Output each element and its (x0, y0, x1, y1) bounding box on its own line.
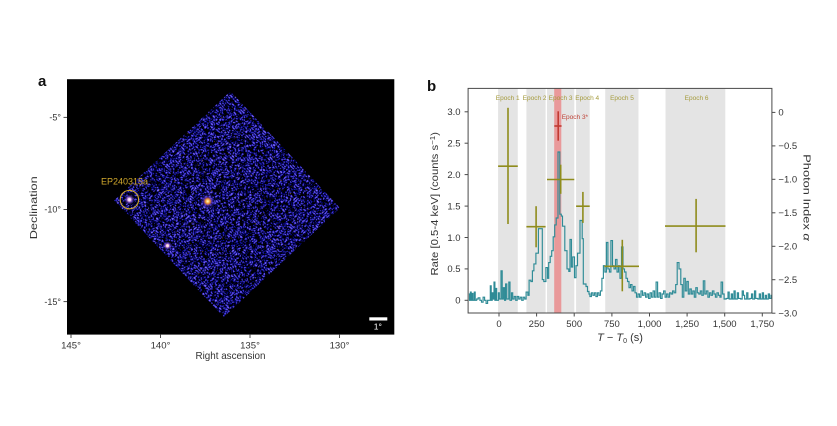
svg-text:Epoch 5: Epoch 5 (610, 95, 634, 102)
svg-text:−3.0: −3.0 (778, 309, 797, 320)
svg-text:Declination: Declination (28, 176, 40, 239)
svg-text:−2.5: −2.5 (778, 275, 797, 286)
svg-text:−2.0: −2.0 (778, 242, 797, 253)
svg-text:-5°: -5° (49, 113, 61, 123)
svg-text:Photon Index α: Photon Index α (801, 154, 812, 241)
svg-text:Epoch 3*: Epoch 3* (562, 114, 589, 121)
svg-text:0: 0 (496, 319, 501, 330)
svg-text:140°: 140° (151, 341, 171, 352)
svg-text:3.0: 3.0 (447, 107, 460, 118)
svg-text:1,750: 1,750 (750, 319, 774, 330)
svg-text:250: 250 (529, 319, 545, 330)
svg-text:2.5: 2.5 (447, 139, 460, 150)
svg-text:T − T0 (s): T − T0 (s) (597, 332, 643, 345)
svg-text:1°: 1° (374, 322, 382, 332)
svg-text:135°: 135° (240, 341, 260, 352)
svg-text:−1.0: −1.0 (778, 175, 797, 186)
svg-text:1,250: 1,250 (675, 319, 699, 330)
svg-text:−0.5: −0.5 (778, 141, 797, 152)
svg-text:0: 0 (455, 296, 460, 307)
svg-text:a: a (38, 73, 47, 90)
svg-text:2.0: 2.0 (447, 170, 460, 181)
svg-text:500: 500 (566, 319, 582, 330)
svg-text:Epoch 4: Epoch 4 (575, 95, 599, 102)
svg-text:0: 0 (778, 108, 783, 119)
svg-text:750: 750 (604, 319, 620, 330)
svg-text:Epoch 1: Epoch 1 (496, 95, 520, 102)
svg-text:Right ascension: Right ascension (196, 350, 266, 362)
svg-text:Epoch 6: Epoch 6 (685, 95, 709, 102)
svg-text:Rate [0.5-4 keV] (counts s−1): Rate [0.5-4 keV] (counts s−1) (430, 132, 441, 276)
svg-text:130°: 130° (330, 341, 350, 352)
svg-text:-10°: -10° (44, 205, 61, 215)
svg-text:EP240315a: EP240315a (101, 177, 148, 187)
svg-text:0.5: 0.5 (447, 264, 460, 275)
svg-text:1.5: 1.5 (447, 201, 460, 212)
svg-text:-15°: -15° (44, 297, 61, 307)
svg-text:145°: 145° (61, 341, 81, 352)
svg-text:1,500: 1,500 (713, 319, 737, 330)
svg-text:Epoch 3: Epoch 3 (549, 95, 573, 102)
svg-text:1,000: 1,000 (638, 319, 662, 330)
svg-text:1.0: 1.0 (447, 233, 460, 244)
svg-text:Epoch 2: Epoch 2 (523, 95, 547, 102)
svg-text:b: b (427, 78, 436, 95)
svg-text:−1.5: −1.5 (778, 208, 797, 219)
